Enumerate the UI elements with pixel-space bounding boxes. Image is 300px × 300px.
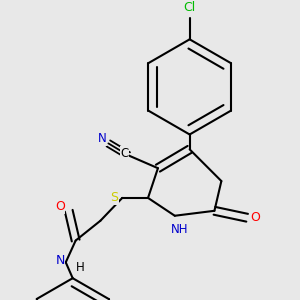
- Text: S: S: [110, 191, 118, 204]
- Text: O: O: [55, 200, 65, 213]
- Text: N: N: [56, 254, 65, 267]
- Text: O: O: [250, 211, 260, 224]
- Text: NH: NH: [171, 223, 188, 236]
- Text: C: C: [120, 147, 128, 160]
- Text: N: N: [98, 132, 107, 145]
- Text: Cl: Cl: [184, 1, 196, 14]
- Text: H: H: [76, 261, 84, 274]
